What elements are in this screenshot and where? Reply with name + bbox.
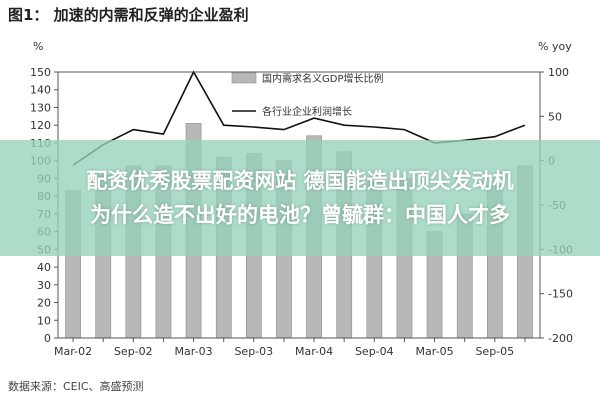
figure-title: 图1： 加速的内需和反弹的企业盈利 [8,6,249,24]
x-tick-label: Sep-04 [355,345,394,358]
axes: 0102030405060708090100110120130140150100… [30,40,573,358]
left-tick-label: 40 [37,261,51,274]
x-tick-label: Sep-03 [234,345,273,358]
x-tick-label: Sep-02 [114,345,153,358]
x-tick-label: Mar-04 [295,345,333,358]
x-tick-label: Mar-02 [54,345,92,358]
x-tick-label: Mar-05 [416,345,454,358]
legend-bar-label: 国内需求名义GDP增长比例 [262,72,383,85]
right-tick-label: -150 [548,288,573,301]
source-note: 数据来源：CEIC、高盛预测 [8,380,144,393]
x-tick-label: Sep-05 [475,345,514,358]
left-tick-label: 10 [37,314,51,327]
legend-line-label: 各行业企业利润增长 [262,105,352,118]
left-tick-label: 140 [30,84,51,97]
legend-bar-swatch [231,72,257,84]
banner-line-2[interactable]: 为什么造不出好的电池？曾毓群：中国人才多 [90,203,510,227]
left-tick-label: 0 [44,332,51,345]
right-tick-label: 100 [548,66,569,79]
right-tick-label: -200 [548,332,573,345]
right-axis-unit: % yoy [538,40,572,53]
left-tick-label: 30 [37,279,51,292]
banner-line-1[interactable]: 配资优秀股票配资网站 德国能造出顶尖发动机 [86,169,514,193]
left-axis-unit: % [33,40,43,53]
left-tick-label: 130 [30,101,51,114]
left-tick-label: 20 [37,297,51,310]
left-tick-label: 150 [30,66,51,79]
overlay-banner[interactable]: 配资优秀股票配资网站 德国能造出顶尖发动机 为什么造不出好的电池？曾毓群：中国人… [0,140,600,256]
left-tick-label: 120 [30,119,51,132]
x-tick-label: Mar-03 [175,345,213,358]
right-tick-label: 50 [548,110,562,123]
